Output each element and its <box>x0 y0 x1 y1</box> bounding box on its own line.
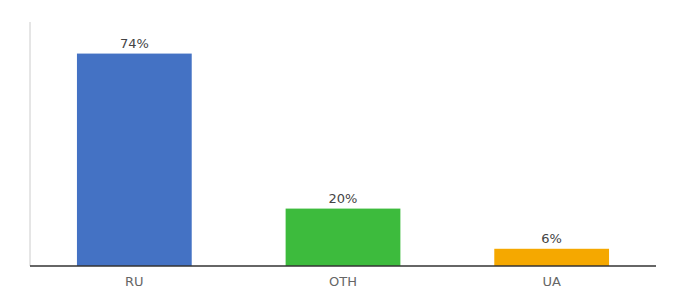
x-axis-line <box>30 265 656 267</box>
x-tick-label: RU <box>125 274 144 289</box>
bars <box>77 54 609 266</box>
data-label: 74% <box>120 36 149 51</box>
axes: RU OTH UA <box>30 22 656 289</box>
bar <box>494 249 609 266</box>
x-tick-label: UA <box>542 274 561 289</box>
chart: RU OTH UA 74% 20% 6% <box>0 0 680 300</box>
chart-container: RU OTH UA 74% 20% 6% <box>0 0 680 300</box>
data-labels: 74% 20% 6% <box>120 36 562 246</box>
data-label: 20% <box>329 191 358 206</box>
bar <box>77 54 192 266</box>
bar <box>286 209 401 266</box>
x-tick-label: OTH <box>329 274 357 289</box>
y-axis-line <box>30 22 31 266</box>
data-label: 6% <box>541 231 562 246</box>
